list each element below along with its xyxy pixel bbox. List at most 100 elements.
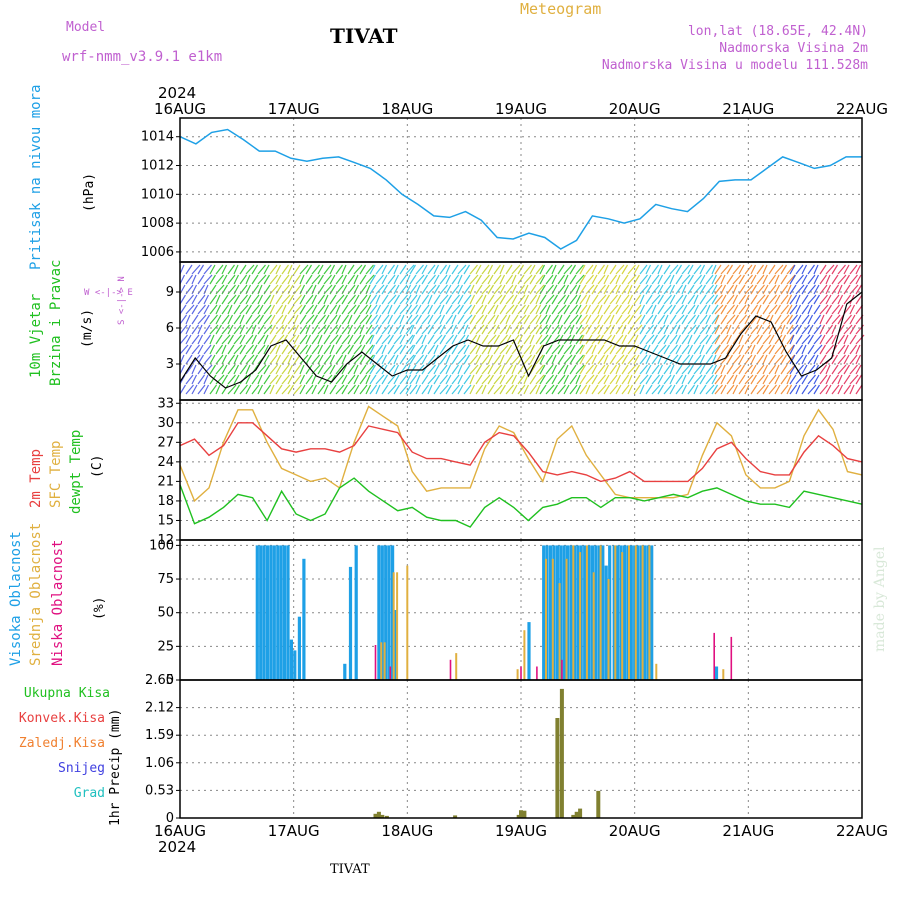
- wind-barb: [705, 324, 712, 335]
- wind-barb: [732, 334, 740, 345]
- wind-barb: [399, 324, 406, 335]
- wind-barb: [585, 344, 593, 355]
- wind-barb: [505, 314, 511, 325]
- wind-barb: [269, 384, 275, 395]
- wind-barb: [433, 264, 440, 275]
- wind-barb: [317, 354, 324, 365]
- wind-barb: [409, 354, 417, 365]
- wind-barb: [457, 274, 463, 285]
- wind-barb: [511, 354, 521, 365]
- wind-barb: [269, 344, 277, 355]
- high-cloud-bar: [639, 545, 644, 680]
- wind-barb: [557, 314, 563, 325]
- wind-barb: [837, 324, 845, 335]
- wind-barb: [711, 374, 718, 385]
- wind-barb: [365, 364, 375, 375]
- wind-barb: [714, 294, 723, 305]
- wind-barb: [557, 264, 565, 275]
- y-tick-label: 1.06: [145, 756, 174, 771]
- wind-barb: [795, 274, 804, 285]
- wind-barb: [551, 314, 559, 325]
- wind-barb: [257, 264, 266, 275]
- wind-barb: [299, 354, 309, 365]
- wind-barb: [579, 274, 587, 285]
- wind-barb: [493, 274, 502, 285]
- high-cloud-bar: [569, 545, 573, 680]
- wind-barb: [762, 294, 770, 305]
- wind-barb: [335, 304, 341, 315]
- wind-barb: [563, 384, 570, 395]
- wind-barb: [738, 334, 744, 345]
- wind-barb: [750, 294, 758, 305]
- wind-barb: [409, 264, 417, 275]
- wind-barb: [669, 324, 677, 335]
- wind-barb: [627, 314, 635, 325]
- y-tick-label: 25: [157, 639, 174, 654]
- wind-barb: [439, 294, 449, 305]
- wind-barb: [711, 384, 719, 395]
- wind-barb: [762, 274, 769, 285]
- wind-barb: [263, 334, 269, 345]
- wind-barb: [463, 274, 471, 285]
- wind-barb: [693, 284, 703, 295]
- wind-barb: [209, 284, 217, 295]
- wind-barb: [293, 374, 302, 385]
- wind-barb: [475, 354, 482, 365]
- wind-barb: [287, 324, 296, 335]
- high-cloud-bar: [601, 545, 605, 680]
- wind-barb: [750, 314, 759, 325]
- wind-barb: [427, 264, 436, 275]
- wind-barb: [185, 274, 193, 285]
- wind-barb: [579, 304, 588, 315]
- wind-barb: [463, 374, 471, 385]
- wind-barb: [609, 344, 617, 355]
- high-cloud-bar: [566, 545, 570, 680]
- wind-barb: [191, 344, 200, 355]
- wind-barb: [705, 384, 715, 395]
- wind-barb: [744, 304, 751, 315]
- wind-barb: [369, 304, 378, 315]
- wind-barb: [726, 304, 735, 315]
- temp-unit: (C): [90, 454, 105, 478]
- wind-barb: [251, 354, 259, 365]
- wind-barb: [209, 324, 219, 335]
- wind-barb: [714, 384, 723, 395]
- wind-barb: [221, 374, 229, 385]
- wind-barb: [375, 314, 382, 325]
- wind-barb: [269, 294, 275, 305]
- wind-barb: [738, 354, 745, 365]
- wind-barb: [780, 344, 787, 355]
- wind-barb: [481, 334, 489, 345]
- wind-barb: [215, 344, 223, 355]
- wind-barb: [245, 284, 252, 295]
- wind-barb: [463, 284, 471, 295]
- wind-barb: [221, 354, 228, 365]
- wind-barb: [675, 354, 683, 365]
- wind-barb: [329, 364, 336, 375]
- wind-barb: [475, 334, 481, 345]
- wind-barb: [813, 384, 821, 395]
- wind-barb: [786, 344, 795, 355]
- wind-barb: [399, 294, 408, 305]
- wind-barb: [399, 374, 408, 385]
- y-tick-label: 0: [166, 673, 174, 688]
- wind-barb: [511, 304, 519, 315]
- wind-barb: [849, 274, 858, 285]
- wind-barb: [575, 294, 582, 305]
- wind-barb: [738, 304, 747, 315]
- wind-barb: [681, 354, 690, 365]
- wind-barb: [585, 384, 591, 395]
- wind-barb: [651, 364, 660, 375]
- wind-barb: [439, 384, 449, 395]
- wind-barb: [381, 274, 388, 285]
- high-cloud-bar: [583, 545, 587, 680]
- wind-barb: [185, 284, 194, 295]
- wind-barb: [179, 304, 187, 315]
- wind-barb: [263, 294, 271, 305]
- wind-barb: [433, 274, 440, 285]
- wind-barb: [245, 274, 251, 285]
- wind-barb: [341, 334, 350, 345]
- wind-barb: [732, 374, 738, 385]
- precip-legend-hail: Grad: [73, 786, 105, 801]
- wind-barb: [275, 274, 282, 285]
